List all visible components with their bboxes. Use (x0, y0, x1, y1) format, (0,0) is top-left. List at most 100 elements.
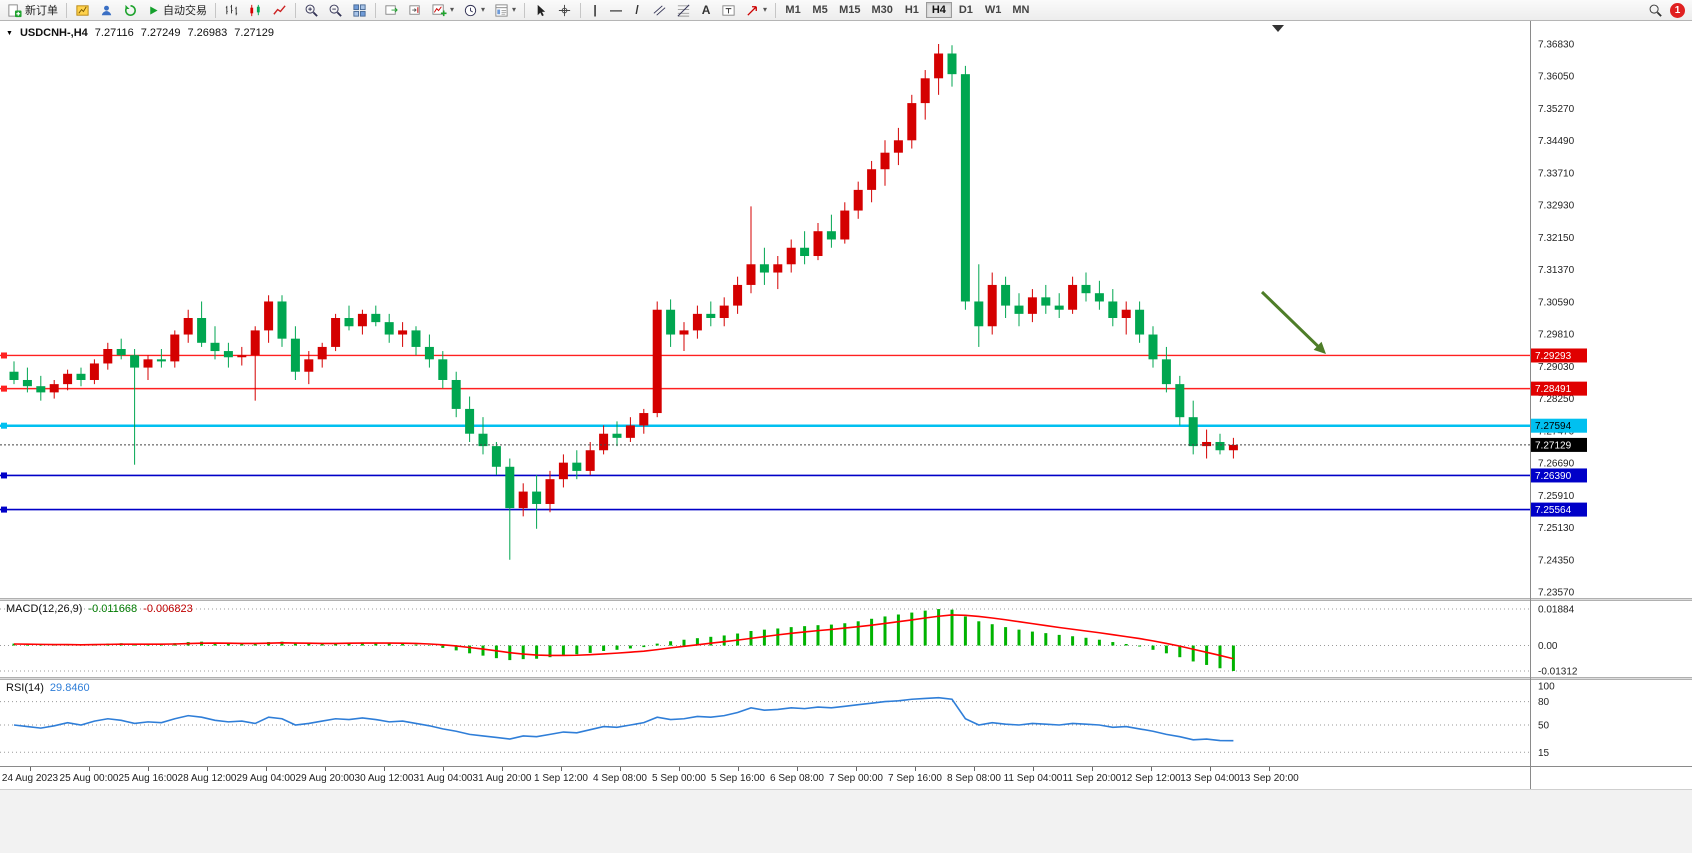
search-icon (1648, 3, 1663, 18)
rsi-label-row: RSI(14) 29.8460 (6, 682, 90, 694)
horizontal-lines[interactable] (0, 352, 1530, 513)
price-line-label (1531, 348, 1587, 363)
annotation-arrow[interactable] (1260, 290, 1322, 350)
timeframe-m30-button[interactable]: M30 (871, 4, 893, 16)
vertical-line-tool-button[interactable]: | (585, 1, 605, 20)
macd-pane[interactable]: 0.01884 0.00 -0.01312 MACD(12,26,9) -0.011… (0, 601, 1692, 678)
rsi-pane[interactable]: 100 80 50 15 RSI(14) 29.8460 (0, 680, 1692, 766)
svg-text:7.35270: 7.35270 (1538, 104, 1575, 115)
refresh-button[interactable] (119, 1, 142, 20)
cursor-button[interactable] (529, 1, 552, 20)
time-label: 31 Aug 04:00 (413, 773, 473, 784)
text-tool-icon: A (701, 3, 711, 17)
label-tool-button[interactable] (717, 1, 740, 20)
macd-canvas[interactable]: 0.01884 0.00 -0.01312 (0, 601, 1692, 678)
crosshair-button[interactable] (553, 1, 576, 20)
candles-layer (9, 44, 1238, 560)
auto-scroll-button[interactable] (380, 1, 403, 20)
price-scale-divider[interactable] (1530, 21, 1531, 789)
autotrade-button[interactable]: 自动交易 (143, 1, 211, 20)
data-window-button[interactable] (95, 1, 118, 20)
channel-tool-button[interactable] (648, 1, 671, 20)
search-button[interactable] (1644, 1, 1667, 20)
chart-shift-button[interactable] (404, 1, 427, 20)
bar-chart-button[interactable] (220, 1, 243, 20)
fibonacci-tool-button[interactable] (672, 1, 695, 20)
toolbar: 新订单 自动交易 ▾ ▾ ▾ | — / A ▾ M1 M5 M15 M30 H… (0, 0, 1692, 21)
time-tick (974, 767, 975, 771)
svg-text:7.29810: 7.29810 (1538, 330, 1575, 341)
new-chart-button[interactable] (71, 1, 94, 20)
price-line-label (1531, 381, 1587, 396)
time-label: 13 Sep 04:00 (1180, 773, 1240, 784)
svg-text:7.26390: 7.26390 (1535, 471, 1572, 482)
svg-text:7.29293: 7.29293 (1535, 351, 1572, 362)
main-chart-pane[interactable]: 7.36830 7.36050 7.35270 7.34490 7.33710 7.329… (0, 21, 1692, 599)
new-order-button[interactable]: 新订单 (3, 1, 62, 20)
clock-icon (463, 3, 478, 18)
svg-text:7.27594: 7.27594 (1535, 421, 1572, 432)
toolbar-separator (375, 2, 376, 18)
text-tool-button[interactable]: A (696, 1, 716, 20)
time-label: 1 Sep 12:00 (534, 773, 588, 784)
timeframe-mn-button[interactable]: MN (1012, 4, 1030, 16)
trendline-tool-button[interactable]: / (627, 1, 647, 20)
crosshair-icon (557, 3, 572, 18)
tile-windows-icon (352, 3, 367, 18)
tile-windows-button[interactable] (348, 1, 371, 20)
pane-separator[interactable] (0, 598, 1692, 601)
line-chart-button[interactable] (268, 1, 291, 20)
macd-signal-line (13, 614, 1234, 660)
time-tick (915, 767, 916, 771)
rsi-canvas[interactable]: 100 80 50 15 (0, 680, 1692, 766)
time-tick (30, 767, 31, 771)
svg-text:7.27129: 7.27129 (1535, 440, 1572, 451)
time-label: 5 Sep 16:00 (711, 773, 765, 784)
svg-text:7.23570: 7.23570 (1538, 588, 1575, 599)
time-tick (561, 767, 562, 771)
time-tick (738, 767, 739, 771)
time-axis[interactable]: 24 Aug 2023 25 Aug 00:00 25 Aug 16:00 28 Au… (0, 766, 1692, 789)
arrows-tool-button[interactable]: ▾ (741, 1, 771, 20)
toolbar-separator (524, 2, 526, 18)
dropdown-caret-icon: ▾ (450, 5, 455, 14)
timeframe-d1-button[interactable]: D1 (958, 4, 973, 16)
time-tick (1210, 767, 1211, 771)
zoom-out-button[interactable] (324, 1, 347, 20)
timeframe-h1-button[interactable]: H1 (904, 4, 919, 16)
time-label: 4 Sep 08:00 (593, 773, 647, 784)
timeframe-m15-button[interactable]: M15 (839, 4, 861, 16)
timeframe-h4-button[interactable]: H4 (925, 2, 952, 18)
time-tick (797, 767, 798, 771)
periods-button[interactable]: ▾ (459, 1, 489, 20)
pane-separator[interactable] (0, 677, 1692, 680)
candlestick-chart-icon (248, 3, 263, 18)
time-label: 11 Sep 20:00 (1062, 773, 1122, 784)
time-tick (89, 767, 90, 771)
timeframe-m1-button[interactable]: M1 (785, 4, 801, 16)
ohlc-low: 7.26983 (187, 27, 228, 39)
macd-label: MACD(12,26,9) (6, 603, 83, 615)
main-chart-canvas[interactable]: 7.36830 7.36050 7.35270 7.34490 7.33710 7.329… (0, 21, 1692, 599)
time-label: 25 Aug 00:00 (59, 773, 119, 784)
symbol-dropdown-icon[interactable]: ▼ (6, 29, 13, 37)
candlestick-chart-button[interactable] (244, 1, 267, 20)
vertical-line-icon: | (593, 3, 597, 17)
svg-text:15: 15 (1538, 748, 1550, 759)
price-line-label (1531, 468, 1587, 483)
time-tick (1151, 767, 1152, 771)
new-order-label: 新订单 (25, 5, 58, 17)
templates-button[interactable]: ▾ (490, 1, 520, 20)
zoom-in-button[interactable] (300, 1, 323, 20)
timeframe-w1-button[interactable]: W1 (984, 4, 1002, 16)
timeframe-m5-button[interactable]: M5 (812, 4, 828, 16)
time-tick (502, 767, 503, 771)
horizontal-line-tool-button[interactable]: — (606, 1, 626, 20)
svg-text:0.00: 0.00 (1538, 641, 1558, 652)
time-label: 7 Sep 16:00 (888, 773, 942, 784)
time-label: 5 Sep 00:00 (652, 773, 706, 784)
svg-text:7.25564: 7.25564 (1535, 505, 1572, 516)
time-label: 13 Sep 20:00 (1239, 773, 1299, 784)
notification-badge[interactable]: 1 (1670, 2, 1685, 18)
indicators-button[interactable]: ▾ (428, 1, 458, 20)
